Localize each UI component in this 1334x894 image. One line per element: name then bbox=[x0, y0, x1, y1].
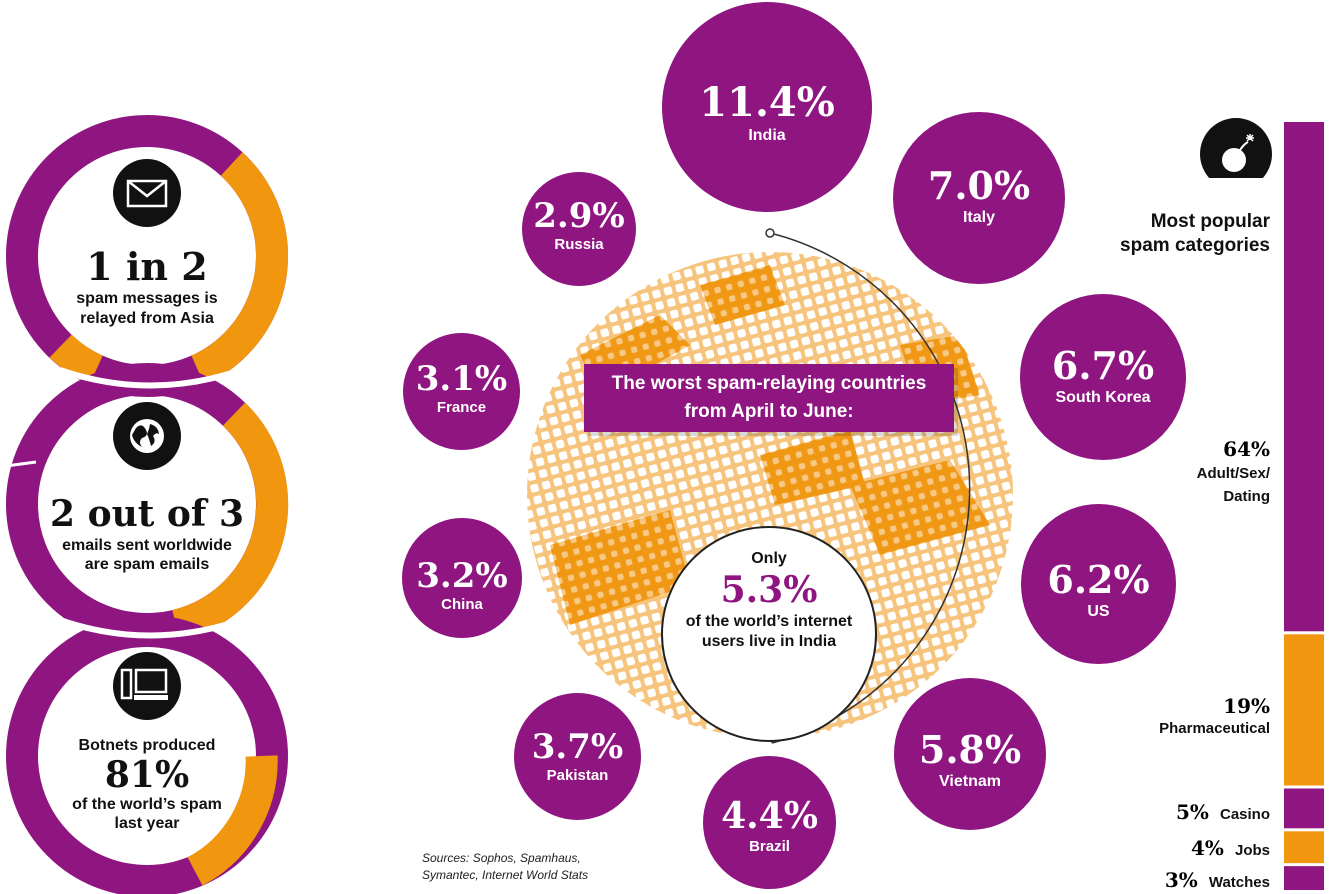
stat-1-big: 1 in 2 bbox=[86, 244, 208, 289]
stat-2-big: 2 out of 3 bbox=[49, 493, 244, 535]
bubble-south-korea-name: South Korea bbox=[1055, 389, 1151, 406]
sources-line2: Symantec, Internet World Stats bbox=[422, 868, 589, 882]
cat-pharma-pct: 19% bbox=[1223, 694, 1270, 718]
cat-pharma-label: Pharmaceutical bbox=[1159, 720, 1270, 737]
bubble-us-name: US bbox=[1087, 603, 1110, 620]
bubble-france-name: France bbox=[436, 399, 487, 416]
sources-line1: Sources: Sophos, Spamhaus, bbox=[422, 851, 581, 865]
categories-title-line1: Most popular bbox=[1150, 211, 1270, 232]
bomb-icon-wrap bbox=[1200, 118, 1272, 178]
bubble-france-pct: 3.1% bbox=[415, 359, 508, 399]
bubble-pakistan-pct: 3.7% bbox=[531, 727, 624, 767]
category-segment-adult-sex-dating bbox=[1284, 122, 1324, 632]
stat-1-line2: relayed from Asia bbox=[80, 310, 214, 327]
cat-watches: 3% Watches bbox=[1100, 868, 1270, 892]
bubble-russia: 2.9% Russia bbox=[522, 172, 636, 286]
bubble-vietnam-pct: 5.8% bbox=[918, 727, 1022, 772]
bubble-south-korea-pct: 6.7% bbox=[1051, 343, 1155, 388]
bubble-vietnam: 5.8% Vietnam bbox=[894, 678, 1046, 830]
envelope-icon bbox=[113, 159, 181, 227]
category-segment-jobs bbox=[1284, 831, 1324, 864]
india-callout-only: Only bbox=[751, 550, 787, 567]
stat-3-big: 81% bbox=[104, 754, 190, 796]
category-segment-casino bbox=[1284, 788, 1324, 829]
cat-adult: 64% Adult/Sex/ Dating bbox=[1100, 436, 1270, 508]
center-title: The worst spam-relaying countries from A… bbox=[584, 370, 954, 426]
bubble-brazil-pct: 4.4% bbox=[721, 795, 818, 837]
cat-jobs-label: Jobs bbox=[1234, 842, 1270, 859]
cat-pharma: 19% Pharmaceutical bbox=[1100, 694, 1270, 740]
bubble-china: 3.2% China bbox=[402, 518, 522, 638]
bubble-brazil: 4.4% Brazil bbox=[703, 756, 836, 889]
cat-watches-pct: 3% bbox=[1164, 868, 1198, 892]
stat-3: Botnets produced 81% of the world’s spam… bbox=[47, 736, 247, 833]
sources-note: Sources: Sophos, Spamhaus, Symantec, Int… bbox=[422, 850, 588, 884]
ring-1-orange bbox=[191, 152, 288, 385]
cat-jobs-pct: 4% bbox=[1190, 836, 1224, 860]
bubble-india: 11.4% India bbox=[662, 2, 872, 212]
stat-1-line1: spam messages is bbox=[76, 290, 218, 307]
bubble-south-korea: 6.7% South Korea bbox=[1020, 294, 1186, 460]
center-title-line1: The worst spam-relaying countries bbox=[611, 373, 927, 394]
bubble-us-pct: 6.2% bbox=[1047, 557, 1150, 602]
category-segment-watches bbox=[1284, 866, 1324, 890]
india-callout-circle bbox=[661, 526, 877, 742]
bubble-india-name: India bbox=[748, 127, 786, 144]
stat-3-top: Botnets produced bbox=[78, 737, 216, 754]
center-title-banner bbox=[584, 364, 954, 432]
categories-title: Most popular spam categories bbox=[1090, 210, 1270, 258]
cat-casino-label: Casino bbox=[1219, 806, 1270, 823]
cat-casino-pct: 5% bbox=[1175, 800, 1209, 824]
center-title-line2: from April to June: bbox=[684, 401, 854, 422]
ring-2-orange bbox=[171, 402, 289, 642]
stat-rings bbox=[5, 115, 289, 894]
cat-adult-pct: 64% bbox=[1223, 437, 1270, 461]
stat-2-line2: are spam emails bbox=[84, 556, 210, 573]
connector-arc bbox=[769, 232, 971, 744]
bubble-china-name: China bbox=[441, 596, 483, 613]
category-bar bbox=[1284, 122, 1324, 890]
category-segment-pharmaceutical bbox=[1284, 634, 1324, 786]
bubble-brazil-name: Brazil bbox=[749, 838, 790, 855]
cat-adult-label-2: Dating bbox=[1223, 488, 1270, 505]
bubble-russia-name: Russia bbox=[554, 236, 604, 253]
bubble-pakistan-name: Pakistan bbox=[546, 767, 609, 784]
bubble-pakistan: 3.7% Pakistan bbox=[514, 693, 641, 820]
india-callout: Only 5.3% of the world’s internet users … bbox=[663, 550, 875, 652]
cat-adult-label-1: Adult/Sex/ bbox=[1196, 465, 1270, 482]
india-callout-pct: 5.3% bbox=[720, 569, 818, 611]
bomb-icon bbox=[1200, 118, 1272, 178]
connector-dot bbox=[765, 228, 775, 238]
stat-2-line1: emails sent worldwide bbox=[62, 537, 232, 554]
cat-casino: 5% Casino bbox=[1100, 800, 1270, 824]
bubble-vietnam-name: Vietnam bbox=[939, 773, 1001, 790]
stat-3-line1: of the world’s spam bbox=[72, 796, 222, 813]
ring-1-orange-2 bbox=[49, 334, 104, 385]
ring-3-orange bbox=[187, 755, 278, 886]
bubble-italy: 7.0% Italy bbox=[893, 112, 1065, 284]
bubble-france: 3.1% France bbox=[403, 333, 520, 450]
bubble-russia-pct: 2.9% bbox=[533, 196, 625, 236]
stat-3-line2: last year bbox=[114, 815, 180, 832]
bubble-italy-name: Italy bbox=[962, 209, 995, 226]
bubble-china-pct: 3.2% bbox=[416, 556, 508, 596]
bubble-india-pct: 11.4% bbox=[699, 79, 835, 126]
cat-jobs: 4% Jobs bbox=[1100, 836, 1270, 860]
india-callout-line2: users live in India bbox=[701, 633, 837, 650]
bubble-us: 6.2% US bbox=[1021, 504, 1176, 664]
india-callout-line1: of the world’s internet bbox=[685, 613, 853, 630]
stat-1: 1 in 2 spam messages is relayed from Asi… bbox=[47, 245, 247, 329]
cat-watches-label: Watches bbox=[1208, 874, 1270, 891]
categories-title-line2: spam categories bbox=[1120, 235, 1270, 256]
bubble-italy-pct: 7.0% bbox=[927, 163, 1031, 208]
stat-2: 2 out of 3 emails sent worldwide are spa… bbox=[22, 492, 272, 574]
